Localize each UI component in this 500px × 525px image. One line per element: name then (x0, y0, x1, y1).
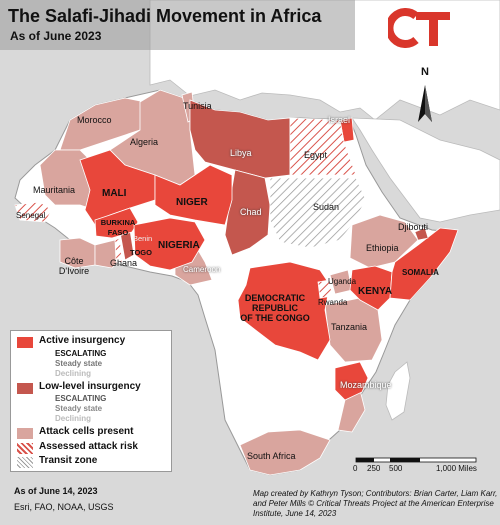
legend-swatch-transit (17, 457, 33, 468)
country-rwanda (317, 279, 333, 299)
north-arrow-icon (418, 85, 432, 122)
legend-assessed: Assessed attack risk (39, 441, 138, 452)
legend-swatch-attack (17, 428, 33, 439)
label-burkina: BURKINA FASO (100, 218, 136, 237)
ct-logo (388, 8, 450, 48)
legend-active-escalating: ESCALATING (55, 349, 107, 358)
legend-low: Low-level insurgency (39, 381, 141, 392)
legend-attack: Attack cells present (39, 426, 134, 437)
label-chad: Chad (240, 207, 262, 217)
legend-low-steady: Steady state (55, 404, 103, 413)
scale-tick-1000: 1,000 Miles (436, 464, 477, 473)
label-tunisia: Tunisia (183, 101, 212, 111)
label-drc-wrap: DEMOCRATIC REPUBLIC OF THE CONGO (230, 293, 320, 323)
country-somalia (389, 227, 459, 301)
madagascar (385, 361, 411, 421)
label-morocco: Morocco (77, 115, 112, 125)
label-rwanda: Rwanda (318, 298, 348, 307)
legend-low-escalating: ESCALATING (55, 394, 107, 403)
title-box (0, 0, 355, 50)
label-djibouti: Djibouti (398, 222, 429, 232)
label-israel: Israel (328, 115, 351, 125)
credits: Map created by Kathryn Tyson; Contributo… (253, 489, 498, 518)
label-benin: Benin (133, 234, 153, 243)
legend-swatch-assessed (17, 443, 33, 454)
country-nigeria (133, 217, 206, 271)
legend-active-declining: Declining (55, 369, 92, 378)
label-mali: MALI (102, 188, 127, 199)
scale-tick-500: 500 (389, 464, 403, 473)
label-mauritania: Mauritania (33, 185, 76, 195)
country-ethiopia (349, 214, 419, 269)
country-sudan (269, 177, 367, 249)
map-title: The Salafi-Jihadi Movement in Africa (8, 6, 322, 26)
label-cameroon: Cameroon (183, 265, 221, 274)
country-south-africa (239, 429, 331, 476)
label-libya: Libya (230, 148, 252, 158)
label-burkina-faso: BURKINA FASO (98, 218, 138, 238)
sources: Esri, FAO, NOAA, USGS (14, 502, 114, 512)
date-note: As of June 14, 2023 (14, 486, 98, 496)
label-somalia: SOMALIA (402, 268, 439, 277)
country-libya (189, 99, 291, 179)
country-togo (114, 237, 123, 263)
country-djibouti (414, 227, 429, 241)
country-senegal (14, 201, 53, 223)
legend-low-declining: Declining (55, 414, 92, 423)
label-senegal: Senegal (16, 211, 46, 220)
country-drc (237, 261, 331, 361)
label-sudan: Sudan (313, 202, 340, 212)
label-mozambique: Mozambique (340, 380, 392, 390)
legend-active: Active insurgency (39, 335, 126, 346)
label-algeria: Algeria (130, 137, 159, 147)
country-egypt (289, 117, 357, 176)
label-ghana: Ghana (110, 258, 138, 268)
label-niger: NIGER (176, 197, 208, 208)
label-tanzania: Tanzania (331, 322, 368, 332)
legend: Active insurgency ESCALATING Steady stat… (10, 330, 172, 472)
label-egypt: Egypt (304, 150, 328, 160)
scale-tick-0: 0 (353, 464, 358, 473)
north-label: N (421, 66, 429, 78)
label-nigeria: NIGERIA (158, 240, 200, 251)
label-cote-wrap: Côte D'Ivoire (54, 256, 94, 276)
country-mozambique-north (334, 361, 369, 401)
legend-swatch-active (17, 337, 33, 348)
label-togo: TOGO (130, 248, 152, 257)
map-subtitle: As of June 2023 (10, 29, 102, 43)
arabia-landmass (351, 117, 500, 223)
label-drc: DEMOCRATIC REPUBLIC OF THE CONGO (240, 293, 310, 323)
scale-tick-250: 250 (367, 464, 381, 473)
label-cote: Côte D'Ivoire (58, 256, 90, 276)
legend-swatch-low (17, 383, 33, 394)
label-ethiopia: Ethiopia (366, 243, 399, 253)
country-niger (154, 164, 233, 226)
label-uganda: Uganda (328, 277, 357, 286)
label-south-africa: South Africa (247, 451, 296, 461)
country-ghana (94, 239, 121, 269)
scale-bar (355, 457, 477, 463)
legend-active-steady: Steady state (55, 359, 103, 368)
legend-transit: Transit zone (39, 455, 98, 466)
label-kenya: KENYA (358, 286, 393, 297)
country-kenya (349, 265, 393, 311)
